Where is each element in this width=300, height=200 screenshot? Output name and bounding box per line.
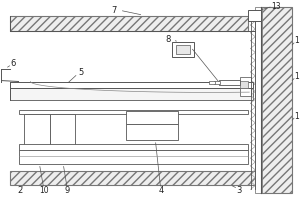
- Bar: [209, 81, 215, 84]
- Bar: [10, 82, 253, 88]
- Text: 7: 7: [111, 6, 116, 15]
- Text: 10: 10: [39, 186, 49, 195]
- Text: 1: 1: [294, 72, 299, 81]
- Text: 1: 1: [294, 36, 299, 45]
- Bar: [240, 77, 251, 96]
- Bar: [255, 7, 262, 193]
- Bar: [19, 150, 247, 164]
- Text: 1: 1: [294, 112, 299, 121]
- Bar: [172, 42, 194, 57]
- Bar: [19, 110, 247, 114]
- Bar: [240, 81, 248, 88]
- Text: 3: 3: [236, 186, 241, 195]
- Bar: [261, 7, 292, 193]
- Text: 5: 5: [78, 68, 84, 77]
- Bar: [126, 124, 178, 140]
- Text: 2: 2: [17, 186, 23, 195]
- Bar: [10, 16, 247, 31]
- Bar: [248, 10, 261, 21]
- Text: 6: 6: [10, 59, 15, 68]
- Bar: [10, 171, 261, 185]
- Bar: [126, 111, 178, 124]
- Bar: [19, 144, 247, 150]
- Bar: [50, 114, 75, 146]
- Text: 8: 8: [165, 35, 171, 44]
- Text: 9: 9: [65, 186, 70, 195]
- Bar: [214, 81, 220, 84]
- Bar: [176, 45, 190, 54]
- Bar: [10, 88, 253, 100]
- Bar: [219, 80, 240, 85]
- Text: 13: 13: [271, 2, 281, 11]
- Bar: [25, 114, 50, 146]
- Text: 4: 4: [159, 186, 164, 195]
